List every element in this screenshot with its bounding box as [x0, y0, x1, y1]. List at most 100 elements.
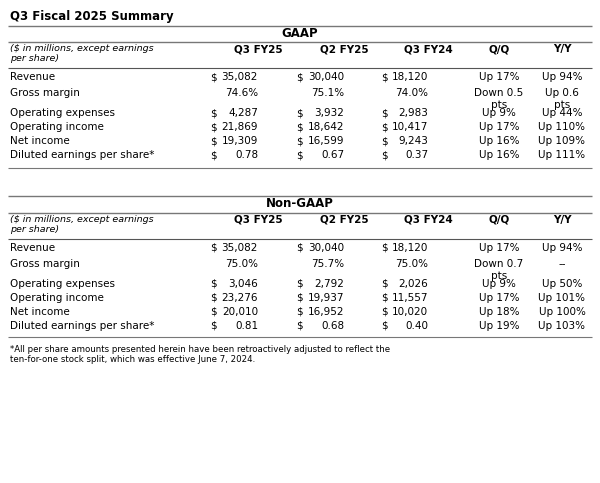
- Text: Net income: Net income: [10, 136, 70, 146]
- Text: $: $: [381, 72, 388, 82]
- Text: GAAP: GAAP: [281, 27, 319, 40]
- Text: $: $: [210, 108, 217, 118]
- Text: 2,026: 2,026: [398, 279, 428, 289]
- Text: Q2 FY25: Q2 FY25: [320, 215, 368, 225]
- Text: Up 17%: Up 17%: [479, 243, 519, 253]
- Text: $: $: [381, 293, 388, 303]
- Text: 3,046: 3,046: [228, 279, 258, 289]
- Text: $: $: [210, 136, 217, 146]
- Text: $: $: [296, 293, 302, 303]
- Text: Up 110%: Up 110%: [539, 122, 586, 132]
- Text: 18,120: 18,120: [392, 243, 428, 253]
- Text: Y/Y: Y/Y: [553, 44, 571, 54]
- Text: 11,557: 11,557: [392, 293, 428, 303]
- Text: Y/Y: Y/Y: [553, 215, 571, 225]
- Text: 75.0%: 75.0%: [395, 259, 428, 269]
- Text: $: $: [210, 72, 217, 82]
- Text: Gross margin: Gross margin: [10, 88, 80, 98]
- Text: 74.6%: 74.6%: [225, 88, 258, 98]
- Text: 0.68: 0.68: [321, 321, 344, 331]
- Text: 9,243: 9,243: [398, 136, 428, 146]
- Text: 18,120: 18,120: [392, 72, 428, 82]
- Text: $: $: [210, 321, 217, 331]
- Text: Q3 FY25: Q3 FY25: [233, 215, 283, 225]
- Text: $: $: [210, 243, 217, 253]
- Text: 2,983: 2,983: [398, 108, 428, 118]
- Text: Up 94%: Up 94%: [542, 243, 582, 253]
- Text: 30,040: 30,040: [308, 72, 344, 82]
- Text: 75.1%: 75.1%: [311, 88, 344, 98]
- Text: 74.0%: 74.0%: [395, 88, 428, 98]
- Text: 0.40: 0.40: [405, 321, 428, 331]
- Text: $: $: [296, 307, 302, 317]
- Text: ($ in millions, except earnings
per share): ($ in millions, except earnings per shar…: [10, 215, 154, 234]
- Text: Up 17%: Up 17%: [479, 293, 519, 303]
- Text: Diluted earnings per share*: Diluted earnings per share*: [10, 150, 154, 160]
- Text: ($ in millions, except earnings
per share): ($ in millions, except earnings per shar…: [10, 44, 154, 63]
- Text: $: $: [210, 293, 217, 303]
- Text: ten-for-one stock split, which was effective June 7, 2024.: ten-for-one stock split, which was effec…: [10, 355, 255, 364]
- Text: $: $: [381, 307, 388, 317]
- Text: 4,287: 4,287: [228, 108, 258, 118]
- Text: Q/Q: Q/Q: [488, 44, 509, 54]
- Text: Up 109%: Up 109%: [539, 136, 586, 146]
- Text: $: $: [296, 72, 302, 82]
- Text: 35,082: 35,082: [221, 72, 258, 82]
- Text: 10,417: 10,417: [392, 122, 428, 132]
- Text: 0.78: 0.78: [235, 150, 258, 160]
- Text: $: $: [381, 122, 388, 132]
- Text: --: --: [558, 259, 566, 269]
- Text: Net income: Net income: [10, 307, 70, 317]
- Text: 3,932: 3,932: [314, 108, 344, 118]
- Text: Q2 FY25: Q2 FY25: [320, 44, 368, 54]
- Text: $: $: [296, 136, 302, 146]
- Text: 20,010: 20,010: [222, 307, 258, 317]
- Text: Up 50%: Up 50%: [542, 279, 582, 289]
- Text: Up 16%: Up 16%: [479, 136, 519, 146]
- Text: $: $: [296, 108, 302, 118]
- Text: Up 111%: Up 111%: [538, 150, 586, 160]
- Text: 10,020: 10,020: [392, 307, 428, 317]
- Text: $: $: [296, 243, 302, 253]
- Text: *All per share amounts presented herein have been retroactively adjusted to refl: *All per share amounts presented herein …: [10, 345, 390, 354]
- Text: Q3 FY24: Q3 FY24: [404, 44, 452, 54]
- Text: 23,276: 23,276: [221, 293, 258, 303]
- Text: Q3 FY24: Q3 FY24: [404, 215, 452, 225]
- Text: Operating income: Operating income: [10, 293, 104, 303]
- Text: Up 9%: Up 9%: [482, 108, 516, 118]
- Text: Revenue: Revenue: [10, 72, 55, 82]
- Text: 21,869: 21,869: [221, 122, 258, 132]
- Text: Up 0.6
pts: Up 0.6 pts: [545, 88, 579, 110]
- Text: Revenue: Revenue: [10, 243, 55, 253]
- Text: 75.7%: 75.7%: [311, 259, 344, 269]
- Text: 0.67: 0.67: [321, 150, 344, 160]
- Text: Up 100%: Up 100%: [539, 307, 586, 317]
- Text: $: $: [381, 136, 388, 146]
- Text: $: $: [381, 108, 388, 118]
- Text: Up 103%: Up 103%: [539, 321, 586, 331]
- Text: $: $: [381, 243, 388, 253]
- Text: $: $: [296, 321, 302, 331]
- Text: 2,792: 2,792: [314, 279, 344, 289]
- Text: Down 0.5
pts: Down 0.5 pts: [475, 88, 524, 110]
- Text: Non-GAAP: Non-GAAP: [266, 197, 334, 210]
- Text: Up 16%: Up 16%: [479, 150, 519, 160]
- Text: $: $: [381, 150, 388, 160]
- Text: Up 17%: Up 17%: [479, 122, 519, 132]
- Text: $: $: [210, 122, 217, 132]
- Text: $: $: [210, 150, 217, 160]
- Text: Q3 FY25: Q3 FY25: [233, 44, 283, 54]
- Text: Operating income: Operating income: [10, 122, 104, 132]
- Text: 19,309: 19,309: [221, 136, 258, 146]
- Text: Q/Q: Q/Q: [488, 215, 509, 225]
- Text: 19,937: 19,937: [308, 293, 344, 303]
- Text: $: $: [296, 279, 302, 289]
- Text: Down 0.7
pts: Down 0.7 pts: [475, 259, 524, 281]
- Text: 16,952: 16,952: [308, 307, 344, 317]
- Text: Operating expenses: Operating expenses: [10, 108, 115, 118]
- Text: $: $: [381, 321, 388, 331]
- Text: Up 18%: Up 18%: [479, 307, 519, 317]
- Text: Up 19%: Up 19%: [479, 321, 519, 331]
- Text: $: $: [296, 122, 302, 132]
- Text: 35,082: 35,082: [221, 243, 258, 253]
